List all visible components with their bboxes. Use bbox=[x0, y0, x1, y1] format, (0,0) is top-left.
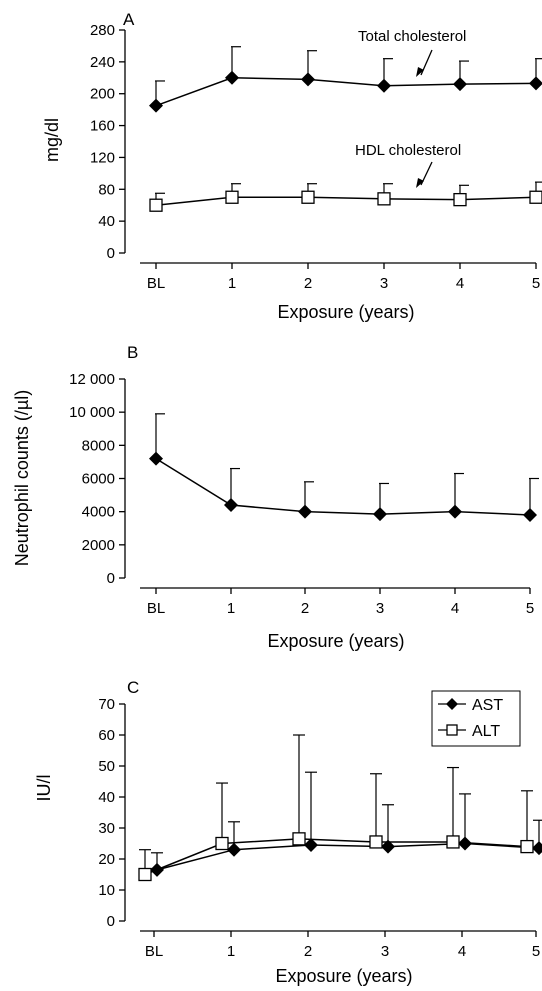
panel-b-label: B bbox=[127, 343, 138, 362]
y-tick-label: 280 bbox=[90, 22, 115, 39]
x-tick-label: BL bbox=[147, 275, 165, 292]
panel-c-chart: C IU/l Exposure (years) 0 10 20 30 40 50 60 70 B… bbox=[34, 678, 542, 986]
y-tick-label: 200 bbox=[90, 86, 115, 103]
data-point-diamond bbox=[377, 78, 391, 93]
data-point-diamond bbox=[458, 836, 472, 851]
annotation-arrowhead-total-cholesterol bbox=[416, 67, 424, 77]
data-point-diamond bbox=[523, 507, 537, 522]
x-tick-label: 3 bbox=[380, 275, 388, 292]
y-tick-label: 12 000 bbox=[69, 371, 115, 388]
data-point-square bbox=[138, 867, 152, 882]
y-tick-label: 120 bbox=[90, 149, 115, 166]
series-line bbox=[155, 77, 537, 107]
y-tick-label: 8000 bbox=[82, 437, 115, 454]
series-line bbox=[155, 196, 537, 206]
data-point-square bbox=[453, 192, 467, 207]
panel-c-label: C bbox=[127, 678, 139, 697]
x-tick-label: 3 bbox=[376, 600, 384, 617]
series-line bbox=[156, 842, 540, 871]
data-point-diamond bbox=[149, 98, 163, 113]
y-tick-label: 40 bbox=[98, 213, 115, 230]
legend-box bbox=[431, 690, 521, 747]
y-tick-label: 240 bbox=[90, 54, 115, 71]
data-point-square bbox=[377, 192, 391, 206]
data-point-diamond bbox=[453, 77, 467, 92]
series-line bbox=[144, 838, 528, 876]
x-tick-label: 1 bbox=[228, 275, 236, 292]
data-point-diamond bbox=[298, 504, 312, 519]
x-tick-label: 5 bbox=[526, 600, 534, 617]
panel-c-x-axis-title: Exposure (years) bbox=[275, 966, 412, 986]
data-point-square bbox=[520, 839, 534, 854]
y-tick-label: 20 bbox=[98, 851, 115, 868]
x-tick-label: 1 bbox=[227, 600, 235, 617]
y-tick-label: 6000 bbox=[82, 471, 115, 488]
data-point-diamond bbox=[448, 504, 462, 519]
y-tick-label: 30 bbox=[98, 820, 115, 837]
data-point-diamond bbox=[381, 839, 395, 854]
y-tick-label: 10 bbox=[98, 882, 115, 899]
x-tick-label: 1 bbox=[227, 943, 235, 960]
y-tick-label: 50 bbox=[98, 758, 115, 775]
panel-a-chart: A mg/dl Exposure (years) Total cholester… bbox=[42, 10, 542, 322]
y-tick-label: 80 bbox=[98, 181, 115, 198]
data-point-square bbox=[446, 835, 460, 849]
data-point-square bbox=[529, 190, 542, 204]
x-tick-label: 2 bbox=[304, 943, 312, 960]
legend-label-ast: AST bbox=[472, 697, 503, 714]
legend-marker-ast bbox=[446, 698, 458, 710]
y-tick-label: 70 bbox=[98, 696, 115, 713]
data-point-square bbox=[301, 190, 315, 204]
legend-label-alt: ALT bbox=[472, 723, 500, 740]
data-point-square bbox=[225, 190, 239, 204]
y-tick-label: 0 bbox=[107, 570, 115, 587]
x-tick-label: 3 bbox=[381, 943, 389, 960]
annotation-arrow-total-cholesterol bbox=[420, 49, 433, 76]
data-point-diamond bbox=[373, 507, 387, 522]
panel-a-y-axis-title: mg/dl bbox=[42, 118, 62, 162]
data-point-diamond bbox=[225, 70, 239, 85]
data-point-diamond bbox=[227, 842, 241, 857]
y-tick-label: 2000 bbox=[82, 537, 115, 554]
panel-c-legend: AST ALT bbox=[431, 690, 521, 747]
panel-c-y-axis-title: IU/l bbox=[34, 775, 54, 802]
x-tick-label: 2 bbox=[301, 600, 309, 617]
panel-a-label: A bbox=[123, 10, 135, 29]
x-tick-label: 5 bbox=[532, 943, 540, 960]
y-tick-label: 10 000 bbox=[69, 404, 115, 421]
panel-b-x-axis-title: Exposure (years) bbox=[267, 631, 404, 651]
x-tick-label: BL bbox=[145, 943, 163, 960]
y-tick-label: 60 bbox=[98, 727, 115, 744]
x-tick-label: BL bbox=[147, 600, 165, 617]
x-tick-label: 4 bbox=[456, 275, 464, 292]
x-tick-label: 4 bbox=[458, 943, 466, 960]
data-point-diamond bbox=[149, 451, 163, 466]
panel-b-chart: B Neutrophil counts (/µl) Exposure (year… bbox=[12, 343, 539, 651]
data-point-diamond bbox=[301, 72, 315, 87]
panel-b-y-axis-title: Neutrophil counts (/µl) bbox=[12, 390, 32, 566]
y-tick-label: 0 bbox=[107, 913, 115, 930]
x-tick-label: 5 bbox=[532, 275, 540, 292]
annotation-hdl-cholesterol: HDL cholesterol bbox=[355, 142, 461, 159]
data-point-diamond bbox=[529, 76, 542, 91]
data-point-square bbox=[215, 836, 229, 851]
y-tick-label: 0 bbox=[107, 245, 115, 262]
data-point-diamond bbox=[304, 838, 318, 853]
data-point-square bbox=[369, 835, 383, 849]
x-tick-label: 2 bbox=[304, 275, 312, 292]
y-tick-label: 4000 bbox=[82, 504, 115, 521]
panel-a-x-axis-title: Exposure (years) bbox=[277, 302, 414, 322]
y-tick-label: 160 bbox=[90, 118, 115, 135]
annotation-arrowhead-hdl-cholesterol bbox=[416, 178, 424, 188]
data-point-diamond bbox=[224, 498, 238, 513]
data-point-square bbox=[149, 198, 163, 212]
y-tick-label: 40 bbox=[98, 789, 115, 806]
annotation-total-cholesterol: Total cholesterol bbox=[358, 28, 466, 45]
data-point-square bbox=[292, 832, 306, 846]
data-point-diamond bbox=[532, 841, 542, 856]
series-line bbox=[155, 457, 531, 516]
x-tick-label: 4 bbox=[451, 600, 459, 617]
legend-marker-alt bbox=[446, 724, 458, 736]
